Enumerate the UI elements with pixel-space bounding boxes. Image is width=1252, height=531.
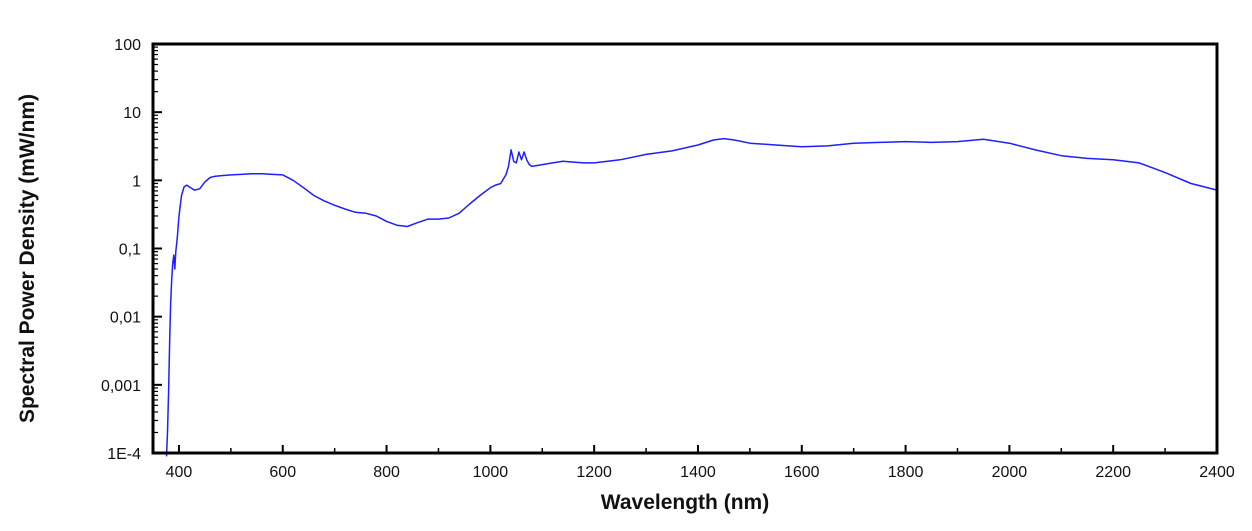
- y-tick-label: 1: [132, 173, 141, 190]
- x-tick-label: 2000: [992, 464, 1028, 481]
- x-tick-label: 1400: [680, 464, 716, 481]
- series-layer: [165, 137, 1218, 457]
- y-tick-label: 0,1: [119, 242, 141, 259]
- x-tick-label: 1200: [576, 464, 612, 481]
- y-axis-title: Spectral Power Density (mW/nm): [16, 94, 39, 423]
- y-tick-label: 0,001: [101, 378, 141, 395]
- y-tick-label: 1E-4: [107, 446, 141, 463]
- x-tick-label: 400: [166, 464, 193, 481]
- x-tick-label: 800: [373, 464, 400, 481]
- x-tick-label: 600: [269, 464, 296, 481]
- series-line-1: [165, 137, 1218, 457]
- x-tick-label: 2400: [1199, 464, 1235, 481]
- x-tick-label: 1600: [784, 464, 820, 481]
- y-tick-label: 100: [114, 37, 141, 54]
- y-tick-label: 10: [123, 105, 141, 122]
- x-tick-label: 1800: [888, 464, 924, 481]
- x-tick-label: 1000: [473, 464, 509, 481]
- tick-labels-layer: 400 600 800 1000 1200 1400 1600 1800 2000 2200 240…: [101, 37, 1235, 481]
- y-tick-label: 0,01: [110, 310, 141, 327]
- x-axis-title: Wavelength (nm): [601, 491, 769, 514]
- x-tick-label: 2200: [1095, 464, 1131, 481]
- plot-frame: [151, 42, 1219, 455]
